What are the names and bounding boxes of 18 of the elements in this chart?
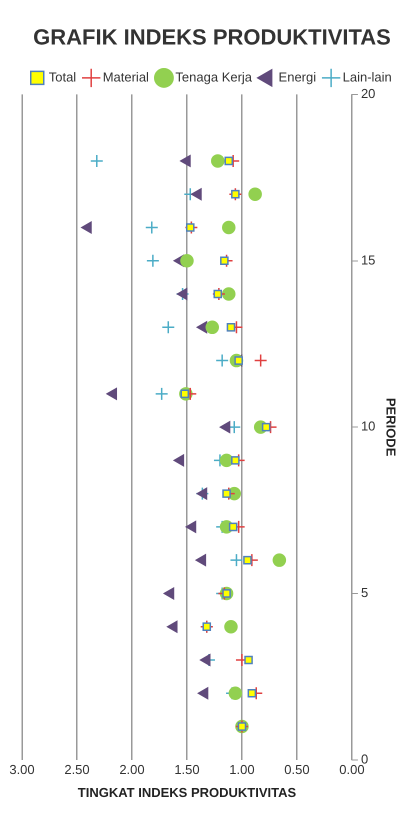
y-axis-title: PERIODE <box>384 398 399 457</box>
x-tick-label: 3.00 <box>9 762 35 778</box>
x-tick-label: 2.50 <box>64 762 90 778</box>
chart-title: GRAFIK INDEKS PRODUKTIVITAS <box>33 24 391 50</box>
legend-label: Material <box>102 69 150 84</box>
legend-label: Lain-lain <box>342 69 392 84</box>
y-tick-label: 5 <box>360 585 368 600</box>
x-tick-label: 0.50 <box>284 762 310 778</box>
x-tick-label: 1.50 <box>174 762 200 778</box>
legend-label: Tenaga Kerja <box>175 69 253 84</box>
legend-label: Total <box>48 69 76 84</box>
legend-label: Energi <box>278 69 316 84</box>
y-tick-label: 15 <box>360 252 376 268</box>
x-tick-label: 2.00 <box>119 762 145 778</box>
x-axis-title: TINGKAT INDEKS PRODUKTIVITAS <box>78 784 296 800</box>
x-tick-label: 1.00 <box>229 762 255 778</box>
y-tick-label: 10 <box>360 418 376 434</box>
y-tick-label: 20 <box>360 86 376 101</box>
